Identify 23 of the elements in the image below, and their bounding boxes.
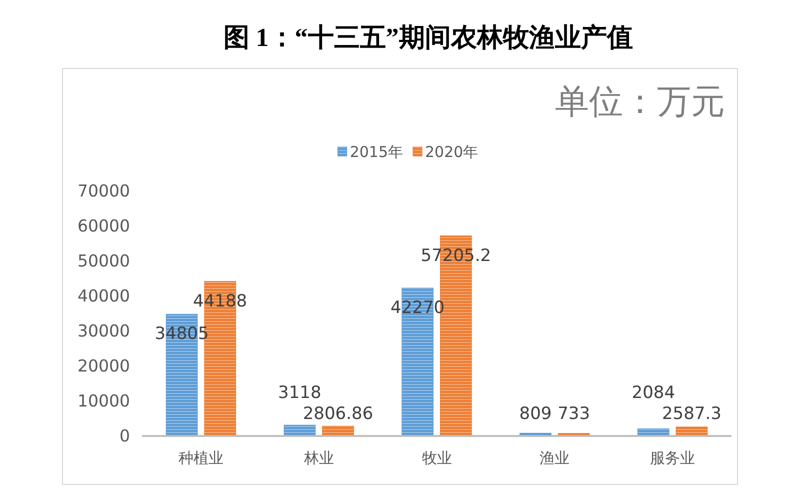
chart-title: 图 1：“十三五”期间农林牧渔业产值: [223, 23, 633, 52]
x-tick-label: 牧业: [422, 449, 452, 467]
legend-label: 2020年: [425, 143, 478, 161]
legend-label: 2015年: [350, 143, 403, 161]
data-label: 2587.3: [662, 404, 722, 424]
data-label: 809: [519, 404, 552, 424]
y-tick-label: 0: [120, 426, 130, 446]
y-tick-label: 20000: [78, 356, 130, 376]
data-label: 2084: [632, 383, 676, 403]
data-label: 733: [558, 404, 590, 424]
y-tick-label: 70000: [78, 182, 130, 200]
y-tick-label: 50000: [78, 252, 130, 270]
y-tick-label: 30000: [78, 322, 130, 340]
data-label: 3118: [278, 383, 322, 403]
y-tick-label: 10000: [78, 392, 130, 410]
x-tick-label: 林业: [302, 449, 334, 467]
x-tick-label: 渔业: [540, 449, 570, 467]
y-tick-label: 40000: [78, 286, 130, 306]
data-label: 2806.86: [302, 404, 374, 424]
text: 单位：万元: [555, 84, 725, 121]
x-tick-label: 种植业: [178, 449, 224, 467]
y-tick-label: 60000: [78, 216, 130, 236]
x-tick-label: 服务业: [650, 449, 696, 467]
